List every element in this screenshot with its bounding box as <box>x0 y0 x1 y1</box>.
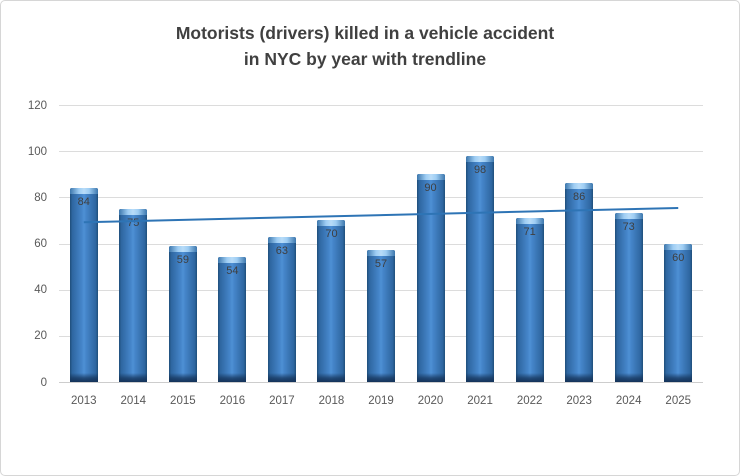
bar-bottom-shadow <box>466 372 495 382</box>
bar-top-highlight <box>218 257 247 264</box>
bar-2023 <box>565 183 594 382</box>
bar-bottom-shadow <box>515 372 544 382</box>
x-axis-tick-label: 2020 <box>417 395 444 407</box>
x-axis-tick-label: 2017 <box>269 395 295 407</box>
bar-top-highlight <box>119 208 148 215</box>
bar-top-highlight <box>664 243 693 250</box>
bar-2024 <box>614 213 643 382</box>
bar-data-label: 90 <box>424 182 437 195</box>
gridline <box>59 243 703 245</box>
bar-data-label: 71 <box>523 226 536 239</box>
y-axis-tick-label: 20 <box>34 330 47 343</box>
bar-2013 <box>69 188 98 382</box>
chart-title: Motorists (drivers) killed in a vehicle … <box>1 20 729 72</box>
bar-bottom-shadow <box>119 373 148 382</box>
x-axis-tick-label: 2016 <box>219 395 246 407</box>
x-axis-tick-label: 2013 <box>70 395 97 407</box>
bar-bottom-shadow <box>317 372 346 382</box>
bar-2025 <box>664 243 693 382</box>
bar-top-highlight <box>614 213 643 220</box>
bar-top-highlight <box>267 236 296 243</box>
x-axis-line <box>59 382 703 383</box>
bar-data-label: 60 <box>672 251 685 264</box>
y-axis-tick-label: 0 <box>40 376 47 389</box>
bar-top-highlight <box>317 220 346 227</box>
x-axis-tick-label: 2025 <box>665 395 692 407</box>
bar-top-highlight <box>515 218 544 225</box>
bar-top-highlight <box>565 183 594 190</box>
bar-data-label: 84 <box>77 196 90 209</box>
gridline <box>59 151 703 153</box>
bar-top-highlight <box>168 245 197 252</box>
y-axis-tick-label: 40 <box>34 284 47 297</box>
bar-data-label: 63 <box>275 244 289 257</box>
bar-top-highlight <box>367 250 395 257</box>
bar-top-highlight <box>69 188 98 195</box>
bar-bottom-shadow <box>664 373 693 382</box>
x-axis-tick-label: 2021 <box>467 395 493 407</box>
bar-bottom-shadow <box>614 372 643 382</box>
bar-data-label: 57 <box>374 258 388 271</box>
bar-2020 <box>416 174 445 382</box>
x-axis-tick-label: 2015 <box>170 395 196 407</box>
x-axis-tick-label: 2018 <box>318 395 345 407</box>
gridline <box>59 105 703 106</box>
bar-bottom-shadow <box>69 372 98 382</box>
bar-bottom-shadow <box>416 373 445 382</box>
gridline <box>59 197 703 199</box>
bar-2015 <box>168 245 197 382</box>
bar-top-highlight <box>416 174 445 181</box>
x-axis-tick-label: 2022 <box>516 395 543 407</box>
x-axis-tick-label: 2014 <box>120 395 147 407</box>
bar-bottom-shadow <box>565 372 594 382</box>
chart-title-line-1: Motorists (drivers) killed in a vehicle … <box>175 23 555 43</box>
bar-data-label: 54 <box>226 265 239 278</box>
bar-bottom-shadow <box>218 372 247 382</box>
bar-2019 <box>367 250 395 382</box>
bar-data-label: 75 <box>127 216 140 229</box>
bar-2014 <box>119 208 148 382</box>
bar-top-highlight <box>466 155 495 162</box>
bar-2018 <box>317 220 346 382</box>
y-axis-tick-label: 100 <box>27 145 47 158</box>
x-axis-tick-label: 2024 <box>615 395 642 407</box>
bar-data-label: 98 <box>473 163 487 176</box>
bar-bottom-shadow <box>267 372 296 382</box>
y-axis-tick-label: 120 <box>27 99 47 112</box>
bar-data-label: 59 <box>176 253 189 266</box>
x-axis-tick-label: 2019 <box>368 395 394 407</box>
y-axis-tick-label: 60 <box>34 238 47 250</box>
bar-2021 <box>466 155 495 382</box>
bar-bottom-shadow <box>367 372 395 382</box>
bar-data-label: 86 <box>573 191 586 204</box>
bar-2016 <box>218 257 247 382</box>
bar-2022 <box>515 218 544 382</box>
chart-title-line-2: in NYC by year with trendline <box>243 49 487 69</box>
x-axis-tick-label: 2023 <box>566 395 592 407</box>
bar-data-label: 73 <box>622 221 635 234</box>
bar-data-label: 70 <box>325 228 338 241</box>
y-axis-tick-label: 80 <box>34 191 47 204</box>
bar-2017 <box>267 236 296 382</box>
bar-bottom-shadow <box>168 372 197 382</box>
